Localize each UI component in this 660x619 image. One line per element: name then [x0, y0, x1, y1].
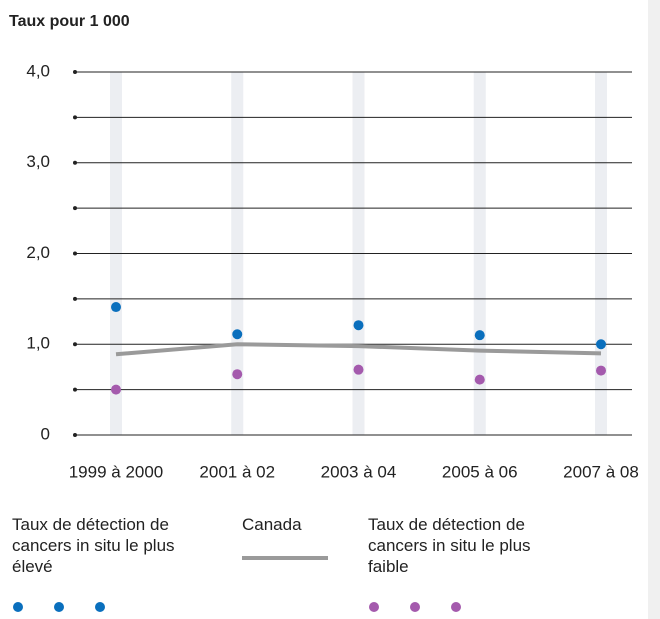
tick-mark	[73, 433, 77, 437]
y-tick-label: 2,0	[26, 243, 50, 262]
x-tick-label: 2003 à 04	[321, 462, 397, 481]
tick-mark	[73, 70, 77, 74]
data-point	[353, 320, 364, 331]
data-point	[353, 364, 364, 375]
legend-entry: Taux de détection de cancers in situ le …	[368, 515, 531, 576]
x-tick-label: 2001 à 02	[199, 462, 275, 481]
tick-mark	[73, 160, 77, 165]
legend-swatch	[369, 602, 379, 612]
tick-mark	[73, 115, 77, 120]
legend-entry: Canada	[242, 515, 302, 534]
legend-swatch	[54, 602, 64, 612]
tick-mark	[73, 296, 77, 301]
data-point	[111, 302, 121, 313]
side-strip	[648, 0, 660, 619]
legend-swatch	[410, 602, 420, 612]
x-tick-label: 1999 à 2000	[69, 462, 164, 481]
tick-mark	[73, 251, 77, 256]
x-tick-label: 2007 à 08	[563, 462, 639, 481]
legend-swatch	[13, 602, 23, 612]
tick-mark	[73, 387, 77, 392]
data-point	[232, 329, 243, 340]
tick-mark	[73, 342, 77, 347]
legend-swatch	[451, 602, 461, 612]
data-point	[596, 365, 606, 376]
data-point	[596, 339, 606, 350]
x-tick-label: 2005 à 06	[442, 462, 518, 481]
legend-entry: Taux de détection de cancers in situ le …	[12, 515, 175, 576]
y-tick-label: 4,0	[26, 61, 50, 80]
data-point	[474, 330, 485, 341]
y-tick-label: 3,0	[26, 152, 50, 171]
data-point	[232, 369, 243, 380]
tick-mark	[73, 206, 77, 211]
data-point	[474, 374, 485, 385]
y-tick-label: 0	[41, 424, 50, 443]
legend-swatch	[95, 602, 105, 612]
chart-title: Taux pour 1 000	[9, 13, 130, 30]
series-line	[115, 342, 602, 357]
data-point	[111, 384, 121, 395]
y-tick-label: 1,0	[26, 334, 50, 353]
